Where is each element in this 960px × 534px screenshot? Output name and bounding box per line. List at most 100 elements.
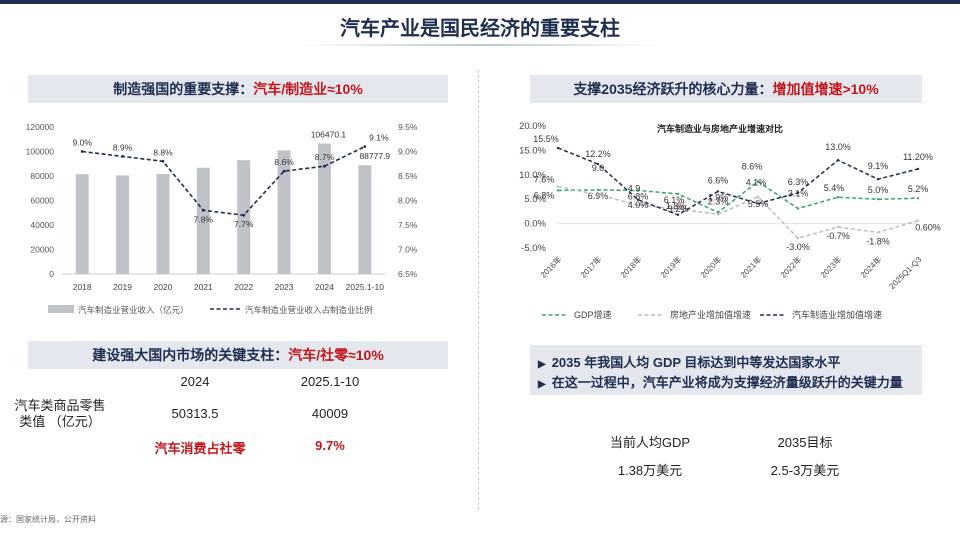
growth-label: 4.0% <box>628 200 649 210</box>
top-bar <box>0 0 960 4</box>
growth-point <box>556 146 560 150</box>
growth-label: 1.9% <box>708 192 729 202</box>
ratio-point <box>242 213 246 217</box>
chart2-title: 汽车制造业与房地产业增速对比 <box>657 123 783 134</box>
growth-label: 11.20% <box>903 152 933 162</box>
legend-label-line: 汽车制造业营业收入占制造业比例 <box>245 305 373 315</box>
y-tick-label: 100000 <box>26 147 55 157</box>
growth-label: 0.60% <box>915 223 941 233</box>
growth-label: 9.0 <box>592 163 605 173</box>
legend-label-bar: 汽车制造业营业收入（亿元） <box>78 305 189 315</box>
ratio-point <box>282 169 286 173</box>
source-footnote: 源：国家统计局，公开资料 <box>0 515 96 524</box>
growth-label: -1.8% <box>866 236 890 246</box>
x-tick-label: 2025Q1-Q3 <box>887 255 923 291</box>
auto-share-value: 9.7% <box>315 438 345 453</box>
y-tick-label: 20.0% <box>519 121 546 132</box>
page-title: 汽车产业是国民经济的重要支柱 <box>340 18 620 40</box>
growth-point <box>836 158 840 162</box>
banner-retail-text: 建设强大国内市场的关键支柱： <box>92 347 289 363</box>
column-divider <box>478 70 479 510</box>
growth-point <box>916 197 920 200</box>
revenue-bar <box>317 143 331 274</box>
triangle-right-icon: ▶ <box>538 379 546 390</box>
growth-point <box>836 196 840 199</box>
growth-point <box>916 167 920 171</box>
growth-label: 13.0% <box>825 142 851 152</box>
ratio-label: 8.6% <box>274 157 294 167</box>
y-tick-label: -5.0% <box>521 243 546 254</box>
ratio-label: 8.7% <box>315 152 335 162</box>
y2-tick-label: 9.5% <box>398 122 418 132</box>
growth-point <box>556 185 560 188</box>
bullet-box <box>530 345 922 395</box>
growth-point <box>636 203 640 207</box>
growth-point <box>676 213 680 217</box>
growth-label: 15.5% <box>533 134 559 144</box>
growth-line <box>557 180 919 214</box>
x-tick-label: 2022年 <box>778 254 803 279</box>
y-tick-label: 10.0% <box>519 170 546 181</box>
retail-value-2024: 50313.5 <box>171 406 219 421</box>
x-tick-label: 2018年 <box>618 254 643 279</box>
x-tick-label: 2020年 <box>698 254 723 279</box>
growth-point <box>716 190 720 193</box>
x-tick-label: 2021年 <box>738 254 763 279</box>
ratio-label: 9.0% <box>73 138 93 148</box>
revenue-bar <box>358 165 372 274</box>
growth-label: 6.6% <box>708 175 729 185</box>
x-tick-label: 2019年 <box>658 254 683 279</box>
x-tick-label: 2021 <box>194 282 213 292</box>
growth-label: 2.3% <box>708 196 729 206</box>
growth-label: 6.1% <box>664 195 685 205</box>
ratio-point <box>121 155 124 158</box>
bullet-2-text: 在这一过程中，汽车产业将成为支撑经济量级跃升的关键力量 <box>551 375 903 390</box>
growth-line <box>557 185 919 240</box>
growth-label: 5.2% <box>908 184 929 194</box>
ratio-point <box>363 145 367 148</box>
y-tick-label: 120000 <box>26 122 55 132</box>
revenue-bar <box>237 160 251 274</box>
growth-point <box>796 207 800 210</box>
y-tick-label: 5.0% <box>524 194 546 205</box>
banner-2035-highlight: 增加值增速>10% <box>772 81 879 97</box>
x-tick-label: 2018 <box>73 282 92 292</box>
retail-value-2025: 40009 <box>311 406 349 421</box>
ratio-point <box>323 164 326 168</box>
ratio-point <box>80 150 84 153</box>
growth-label: 1.8% <box>666 201 687 211</box>
y-tick-label: 0.0% <box>524 219 546 230</box>
growth-point <box>796 237 800 240</box>
growth-label: 5.4% <box>824 183 845 193</box>
growth-label: -3.0% <box>786 242 810 252</box>
growth-point <box>876 231 880 234</box>
x-tick-label: 2019 <box>113 282 132 292</box>
growth-point <box>636 189 640 192</box>
x-tick-label: 2024 <box>315 282 334 292</box>
bullet-1-text: 2035 年我国人均 GDP 目标达到中等发达国家水平 <box>551 355 841 370</box>
banner-manufacturing-text: 制造强国的重要支撑： <box>113 81 254 97</box>
revenue-bar <box>116 175 130 274</box>
x-tick-label: 2024年 <box>858 254 883 279</box>
x-tick-label: 2022 <box>234 282 253 292</box>
growth-point <box>716 213 720 216</box>
growth-point <box>756 202 760 205</box>
ratio-label: 7.7% <box>234 219 254 229</box>
growth-point <box>876 177 880 181</box>
growth-label: 4.9 <box>628 184 641 194</box>
revenue-bar <box>75 174 89 274</box>
x-tick-label: 2017年 <box>578 254 603 279</box>
x-tick-label: 2016年 <box>538 254 563 279</box>
growth-point <box>836 225 840 229</box>
banner-2035: 支撑2035经济跃升的核心力量：增加值增速>10% <box>530 75 922 103</box>
x-tick-label: 2025.1-10 <box>346 282 385 292</box>
legend-label: 汽车制造业增加值增速 <box>792 309 882 320</box>
growth-label: -0.7% <box>826 231 850 241</box>
growth-point <box>596 193 600 197</box>
banner-retail: 建设强大国内市场的关键支柱：汽车/社零≈10% <box>28 341 448 369</box>
revenue-bar <box>156 174 170 274</box>
legend-swatch-bar <box>48 305 74 313</box>
growth-point <box>676 192 680 196</box>
gdp-target-header: 2035目标 <box>777 435 833 450</box>
retail-col-2024: 2024 <box>180 374 210 389</box>
